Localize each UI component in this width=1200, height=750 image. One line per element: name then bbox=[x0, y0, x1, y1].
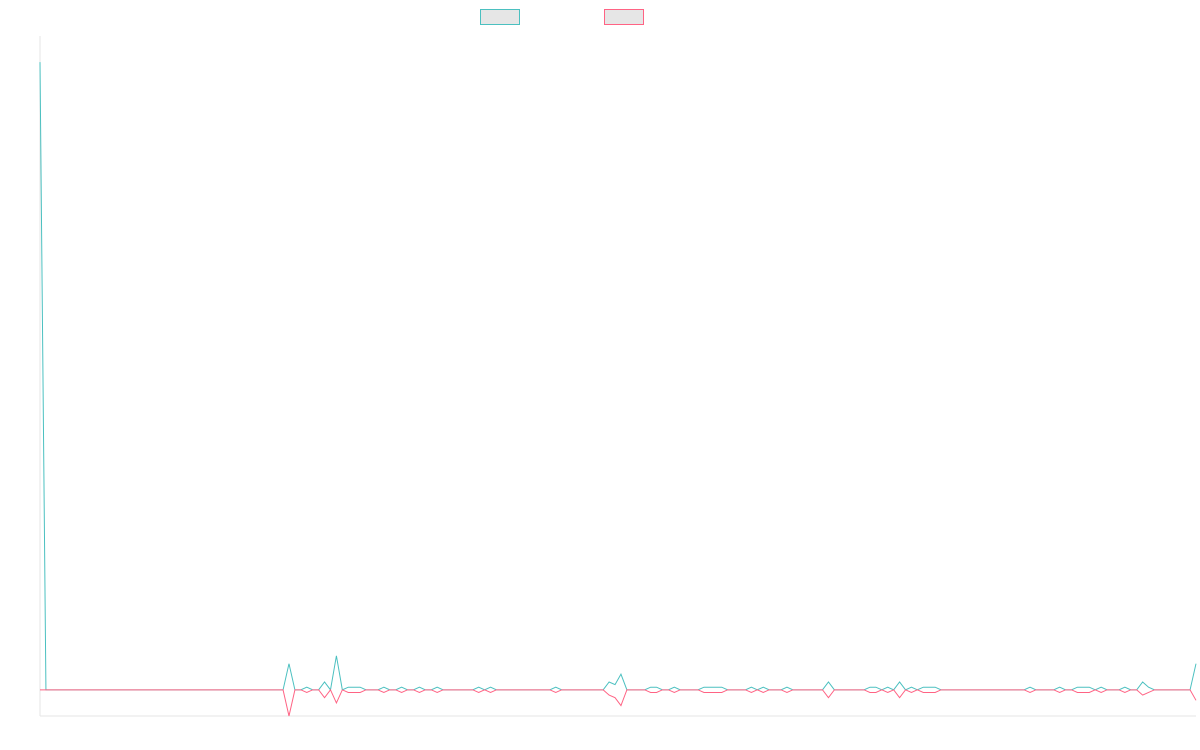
legend-swatch-series-1[interactable] bbox=[480, 9, 520, 25]
series-line-2 bbox=[40, 688, 1197, 717]
legend-swatch-series-2[interactable] bbox=[604, 9, 644, 25]
series-line-1 bbox=[39, 62, 1197, 692]
